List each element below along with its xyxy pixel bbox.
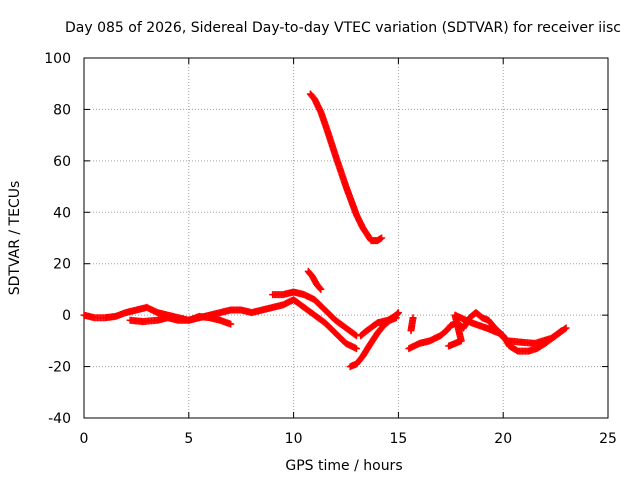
x-axis-label: GPS time / hours [285,458,402,474]
y-tick-label: 40 [53,205,71,221]
data-point [352,345,360,353]
y-tick-label: -40 [48,411,71,427]
x-tick-label: 20 [494,431,512,447]
data-point [227,320,235,328]
x-tick-label: 15 [389,431,407,447]
data-point [316,284,324,292]
axis-ticks: 0 5 10 15 20 25 -40 -20 0 20 40 60 80 100 [44,51,617,447]
chart-title: Day 085 of 2026, Sidereal Day-to-day VTE… [65,20,621,36]
y-axis-label: SDTVAR / TECUs [7,181,23,296]
data-point [317,285,325,293]
gridlines [84,58,608,418]
y-tick-label: -20 [48,360,71,376]
y-tick-label: 20 [53,257,71,273]
x-tick-label: 0 [80,431,89,447]
x-tick-label: 10 [285,431,303,447]
data-point [378,234,386,242]
data-point [562,324,570,332]
data-point [351,331,359,339]
x-tick-label: 25 [599,431,617,447]
data-point [557,327,565,335]
data-points [80,90,570,371]
y-tick-label: 0 [62,308,71,324]
data-point [394,309,402,317]
y-tick-label: 60 [53,154,71,170]
plot-frame [83,57,609,419]
y-tick-label: 80 [53,102,71,118]
y-tick-label: 100 [44,51,71,67]
data-point [409,314,417,322]
data-point [558,327,566,335]
x-tick-label: 5 [184,431,193,447]
